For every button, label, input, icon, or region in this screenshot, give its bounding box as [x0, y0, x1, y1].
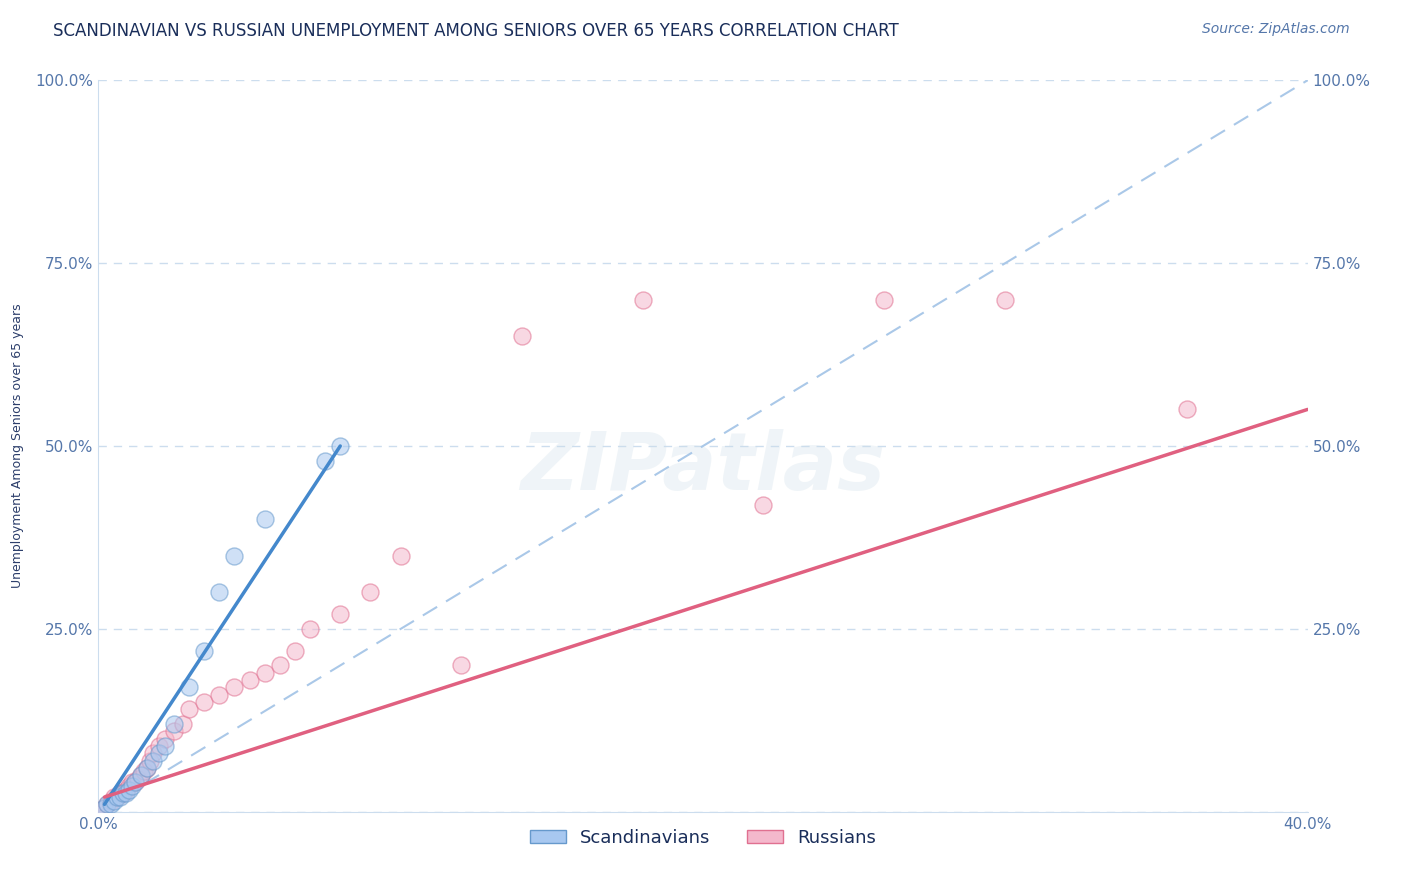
Point — [103, 790, 125, 805]
Point — [163, 724, 186, 739]
Point — [96, 797, 118, 812]
Text: SCANDINAVIAN VS RUSSIAN UNEMPLOYMENT AMONG SENIORS OVER 65 YEARS CORRELATION CHA: SCANDINAVIAN VS RUSSIAN UNEMPLOYMENT AMO… — [53, 22, 900, 40]
Point — [179, 681, 201, 695]
Point — [118, 779, 141, 793]
Point — [118, 782, 141, 797]
Point — [299, 622, 322, 636]
Point — [153, 731, 176, 746]
Point — [208, 585, 231, 599]
Point — [108, 790, 131, 805]
Point — [142, 754, 165, 768]
Point — [124, 775, 146, 789]
Point — [1175, 402, 1198, 417]
Point — [148, 739, 170, 753]
Point — [96, 797, 118, 812]
Point — [103, 794, 125, 808]
Point — [253, 512, 276, 526]
Point — [269, 658, 291, 673]
Point — [329, 439, 352, 453]
Point — [873, 293, 896, 307]
Point — [127, 772, 149, 786]
Text: ZIPatlas: ZIPatlas — [520, 429, 886, 507]
Point — [224, 681, 246, 695]
Point — [100, 794, 122, 808]
Point — [105, 790, 128, 805]
Point — [224, 549, 246, 563]
Point — [111, 787, 134, 801]
Point — [129, 768, 152, 782]
Point — [153, 739, 176, 753]
Point — [329, 607, 352, 622]
Point — [135, 761, 157, 775]
Point — [450, 658, 472, 673]
Point — [631, 293, 654, 307]
Text: Source: ZipAtlas.com: Source: ZipAtlas.com — [1202, 22, 1350, 37]
Point — [100, 797, 122, 812]
Point — [172, 717, 194, 731]
Point — [142, 746, 165, 760]
Point — [121, 775, 143, 789]
Point — [129, 768, 152, 782]
Point — [105, 790, 128, 805]
Point — [239, 673, 262, 687]
Point — [193, 695, 215, 709]
Point — [93, 801, 115, 815]
Point — [132, 764, 155, 779]
Point — [108, 787, 131, 801]
Point — [179, 702, 201, 716]
Point — [135, 761, 157, 775]
Legend: Scandinavians, Russians: Scandinavians, Russians — [523, 822, 883, 854]
Point — [994, 293, 1017, 307]
Point — [114, 787, 136, 801]
Point — [510, 329, 533, 343]
Y-axis label: Unemployment Among Seniors over 65 years: Unemployment Among Seniors over 65 years — [11, 303, 24, 589]
Point — [314, 453, 336, 467]
Point — [389, 549, 412, 563]
Point — [360, 585, 382, 599]
Point — [139, 754, 162, 768]
Point — [93, 801, 115, 815]
Point — [121, 779, 143, 793]
Point — [752, 498, 775, 512]
Point — [208, 688, 231, 702]
Point — [253, 665, 276, 680]
Point — [163, 717, 186, 731]
Point — [114, 782, 136, 797]
Point — [193, 644, 215, 658]
Point — [148, 746, 170, 760]
Point — [124, 775, 146, 789]
Point — [111, 787, 134, 801]
Point — [284, 644, 307, 658]
